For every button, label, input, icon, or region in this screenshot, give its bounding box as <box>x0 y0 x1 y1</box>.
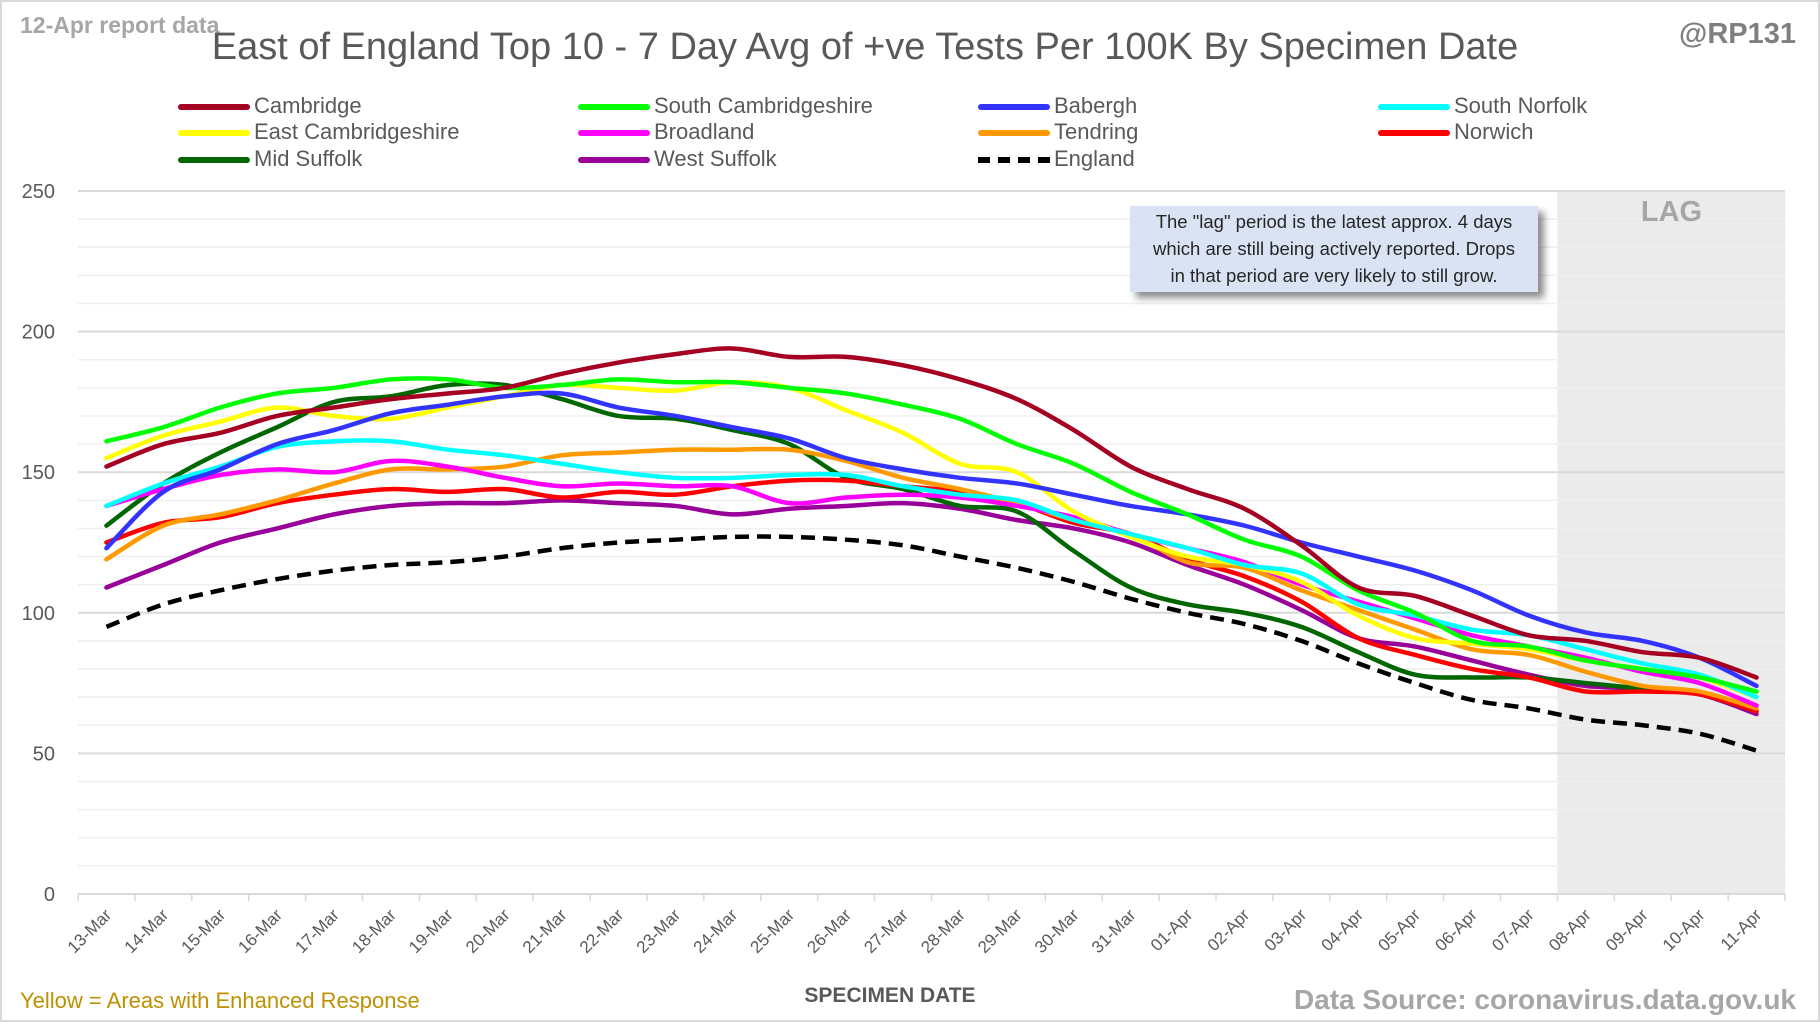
legend-label: West Suffolk <box>654 146 777 171</box>
legend-swatch <box>178 157 250 164</box>
series-line-east-cambridgeshire <box>104 379 1759 700</box>
y-tick-label: 100 <box>22 603 55 625</box>
author-handle: @RP131 <box>1679 18 1796 50</box>
legend-label: Norwich <box>1454 119 1534 144</box>
x-tick-label: 28-Mar <box>917 905 969 957</box>
legend-item: South Cambridgeshire <box>578 93 873 119</box>
x-tick-label: 19-Mar <box>405 905 457 957</box>
legend-item: Norwich <box>1378 119 1533 145</box>
data-source: Data Source: coronavirus.data.gov.uk <box>1293 984 1796 1015</box>
x-tick-label: 31-Mar <box>1088 905 1140 957</box>
series-line-mid-suffolk <box>104 381 1759 714</box>
x-tick-label: 13-Mar <box>64 905 116 957</box>
lag-label: LAG <box>1640 196 1703 228</box>
legend-item: Tendring <box>978 119 1138 145</box>
y-tick-label: 200 <box>22 322 55 344</box>
legend-label: Babergh <box>1054 93 1138 118</box>
x-tick-label: 23-Mar <box>633 905 685 957</box>
legend-item: South Norfolk <box>1378 93 1587 119</box>
lag-annotation-box: The "lag" period is the latest approx. 4… <box>1130 206 1538 292</box>
legend-item: Broadland <box>578 119 754 145</box>
legend-swatch <box>178 104 250 111</box>
legend-label: Tendring <box>1054 119 1139 144</box>
legend-label: South Cambridgeshire <box>654 93 873 118</box>
legend-swatch <box>578 157 650 164</box>
y-tick-label: 250 <box>22 181 55 203</box>
x-tick-label: 10-Apr <box>1659 905 1709 955</box>
chart-title: East of England Top 10 - 7 Day Avg of +v… <box>211 26 1519 68</box>
x-tick-label: 26-Mar <box>803 905 855 957</box>
y-tick-label: 0 <box>44 884 55 906</box>
y-tick-label: 150 <box>22 462 55 484</box>
annotation-line: The "lag" period is the latest approx. 4… <box>1155 211 1513 232</box>
x-tick-label: 01-Apr <box>1147 905 1197 955</box>
legend-swatch <box>978 130 1050 137</box>
series-line-south-cambridgeshire <box>104 376 1759 694</box>
legend-item: Cambridge <box>178 93 362 119</box>
legend-label: Cambridge <box>254 93 362 118</box>
legend-swatch <box>1378 130 1450 137</box>
series-line-england <box>105 534 1758 753</box>
legend-item: England <box>978 146 1135 172</box>
report-date-label: 12-Apr report data <box>20 12 220 38</box>
x-tick-label: 21-Mar <box>519 905 571 957</box>
legend-swatch <box>978 104 1050 111</box>
enhanced-response-note: Yellow = Areas with Enhanced Response <box>20 988 420 1013</box>
series-line-tendring <box>104 446 1759 711</box>
legend-label: East Cambridgeshire <box>254 119 460 144</box>
x-tick-label: 09-Apr <box>1602 905 1652 955</box>
x-tick-label: 02-Apr <box>1204 905 1254 955</box>
x-tick-label: 20-Mar <box>462 905 514 957</box>
legend-item: Babergh <box>978 93 1137 119</box>
x-tick-label: 04-Apr <box>1318 905 1368 955</box>
x-tick-label: 25-Mar <box>747 905 799 957</box>
x-tick-label: 22-Mar <box>576 905 628 957</box>
x-tick-label: 27-Mar <box>860 905 912 957</box>
x-tick-label: 08-Apr <box>1545 905 1595 955</box>
annotation-line: in that period are very likely to still … <box>1170 265 1498 286</box>
legend-label: South Norfolk <box>1454 93 1588 118</box>
legend-swatch <box>1378 104 1450 111</box>
x-tick-label: 30-Mar <box>1031 905 1083 957</box>
x-tick-label: 14-Mar <box>121 905 173 957</box>
annotation-line: which are still being actively reported.… <box>1153 238 1515 259</box>
legend-swatch <box>578 104 650 111</box>
legend-item: East Cambridgeshire <box>178 119 459 145</box>
x-tick-label: 05-Apr <box>1374 905 1424 955</box>
lag-region <box>1557 191 1785 894</box>
x-tick-label: 03-Apr <box>1261 905 1311 955</box>
legend-label: England <box>1054 146 1135 171</box>
x-tick-label: 29-Mar <box>974 905 1026 957</box>
x-axis-title: SPECIMEN DATE <box>804 984 976 1007</box>
x-tick-label: 16-Mar <box>234 905 286 957</box>
series-line-west-suffolk <box>104 498 1759 717</box>
series-line-cambridge <box>104 346 1759 680</box>
legend-label: Mid Suffolk <box>254 146 363 171</box>
x-tick-label: 06-Apr <box>1431 905 1481 955</box>
legend-swatch <box>178 130 250 137</box>
series-line-babergh <box>104 390 1759 689</box>
y-tick-label: 50 <box>33 743 55 765</box>
x-tick-label: 07-Apr <box>1488 905 1538 955</box>
series-line-broadland <box>104 458 1759 708</box>
legend-label: Broadland <box>654 119 755 144</box>
legend-swatch <box>578 130 650 137</box>
legend-item: Mid Suffolk <box>178 146 362 172</box>
legend-item: West Suffolk <box>578 146 777 172</box>
x-tick-label: 15-Mar <box>178 905 230 957</box>
x-tick-label: 17-Mar <box>291 905 343 957</box>
x-tick-label: 24-Mar <box>690 905 742 957</box>
x-tick-label: 11-Apr <box>1717 905 1766 954</box>
series-line-norwich <box>104 477 1759 714</box>
x-tick-label: 18-Mar <box>348 905 400 957</box>
series-line-south-norfolk <box>104 438 1759 700</box>
legend-swatch <box>978 157 1050 164</box>
